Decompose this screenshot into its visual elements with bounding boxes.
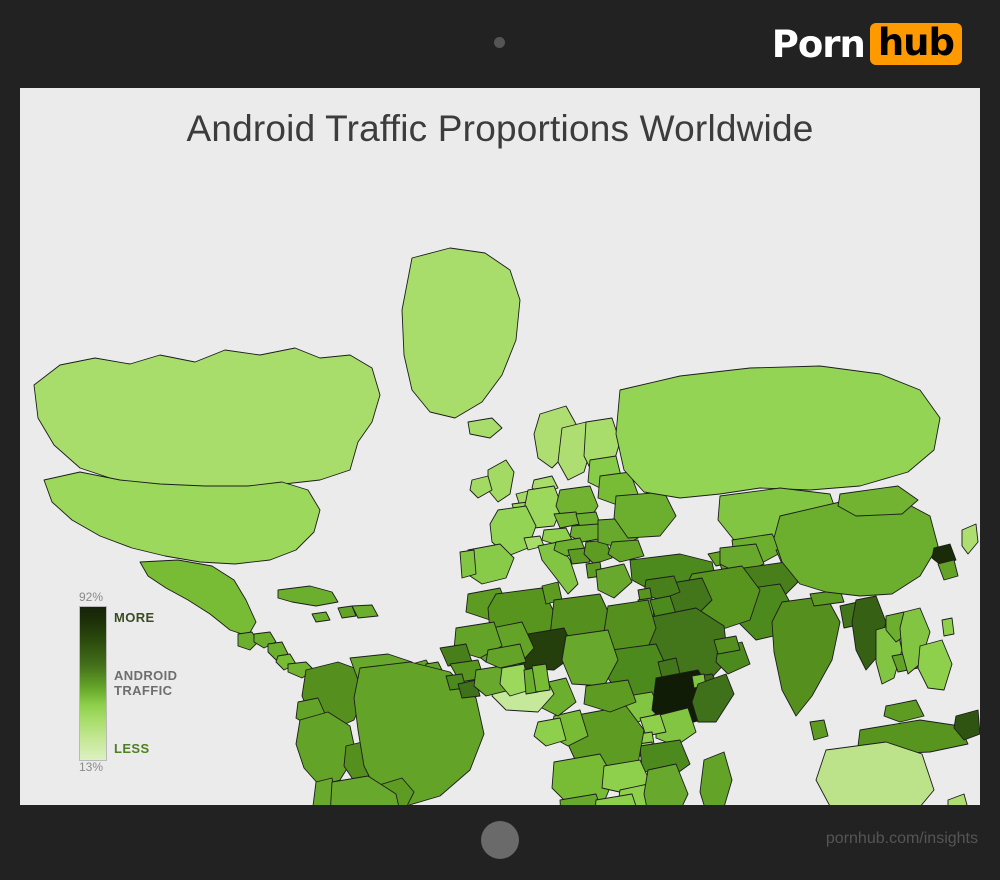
- logo-text-hub: hub: [869, 23, 962, 65]
- map-region-somalia: [691, 673, 735, 723]
- map-region-greenland: [401, 247, 521, 419]
- map-region-new-zealand: [947, 793, 968, 805]
- map-region-central-african-republic: [583, 679, 637, 713]
- logo-text-porn: Porn: [771, 22, 866, 66]
- map-region-mongolia: [837, 485, 919, 517]
- map-region-france: [489, 505, 537, 557]
- page-title: Android Traffic Proportions Worldwide: [186, 108, 814, 149]
- map-region-south-korea: [937, 559, 959, 581]
- map-region-canada: [33, 347, 381, 491]
- legend-title-line2: TRAFFIC: [114, 683, 173, 698]
- map-region-united-kingdom: [487, 459, 515, 503]
- map-region-namibia: [559, 793, 601, 805]
- camera-dot: [494, 37, 505, 48]
- legend-more-label: MORE: [114, 610, 155, 625]
- tablet-screen: Android Traffic Proportions Worldwide 92…: [20, 88, 980, 805]
- map-region-taiwan: [941, 617, 955, 637]
- map-region-benin: [531, 663, 551, 693]
- map-region-brazil: [353, 661, 485, 805]
- map-region-cuba: [277, 585, 339, 607]
- map-region-india: [771, 595, 841, 717]
- map-region-australia: [815, 741, 935, 805]
- legend-min-value: 13%: [79, 760, 104, 774]
- map-region-botswana: [595, 793, 637, 805]
- map-region-mozambique: [643, 763, 689, 805]
- world-choropleth-map: [20, 150, 980, 805]
- map-region-haiti: [337, 605, 357, 619]
- legend-gradient-bar: [79, 606, 107, 761]
- map-region-philippines: [917, 639, 953, 691]
- map-region-ghana: [499, 663, 531, 697]
- legend-title-line1: ANDROID: [114, 668, 178, 683]
- map-region-united-states: [43, 471, 321, 565]
- map-legend: 92% MORE ANDROID TRAFFIC LESS 13%: [60, 590, 240, 780]
- map-region-malaysia: [883, 699, 925, 723]
- map-region-burkina-faso: [485, 643, 527, 669]
- map-region-guatemala: [237, 631, 259, 651]
- map-region-sri-lanka: [809, 719, 829, 741]
- pornhub-logo: Porn hub: [772, 22, 962, 66]
- map-region-iceland: [467, 417, 503, 439]
- home-button[interactable]: [481, 821, 519, 859]
- map-region-greece: [595, 563, 633, 599]
- map-region-bulgaria: [607, 539, 645, 563]
- legend-less-label: LESS: [114, 741, 150, 756]
- map-region-united-arab-emirates: [713, 635, 741, 655]
- map-region-jamaica: [311, 611, 331, 623]
- legend-max-value: 92%: [79, 590, 104, 604]
- map-region-papua-new-guinea: [953, 709, 980, 741]
- map-region-russia: [615, 365, 941, 499]
- map-region-hungary: [569, 523, 605, 543]
- map-region-gabon: [533, 717, 567, 747]
- map-region-ukraine: [613, 491, 677, 539]
- map-region-japan: [961, 523, 979, 555]
- map-region-madagascar: [699, 751, 733, 805]
- map-svg: [33, 247, 980, 805]
- map-region-vietnam: [899, 607, 931, 675]
- map-region-ireland: [469, 475, 493, 499]
- map-region-portugal: [459, 549, 477, 579]
- legend-title-label: ANDROID TRAFFIC: [114, 668, 177, 698]
- map-region-dominican-republic: [351, 604, 379, 619]
- map-region-argentina: [330, 775, 399, 805]
- map-region-peru: [295, 711, 357, 787]
- footer-url: pornhub.com/insights: [825, 830, 978, 847]
